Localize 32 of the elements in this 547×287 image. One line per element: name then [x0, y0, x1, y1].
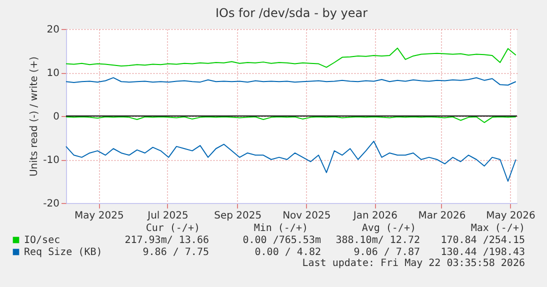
- legend-label: IO/sec: [24, 235, 60, 246]
- y-axis-title: Units read (-) / write (+): [29, 56, 40, 177]
- chart-title: IOs for /dev/sda - by year: [215, 6, 368, 20]
- x-tick-label: Nov 2025: [282, 210, 331, 222]
- text: 130.44 /198.43: [440, 247, 525, 258]
- line-series: [66, 140, 516, 182]
- text: 388.10m/ 12.72: [336, 235, 420, 246]
- text: Min (-/+): [254, 223, 308, 234]
- y-tick-label: -10: [43, 155, 60, 166]
- x-tick-label: Jul 2025: [146, 210, 188, 222]
- text: 0.00 / 4.82: [254, 247, 321, 258]
- text: 0.00 /765.53m: [242, 235, 321, 246]
- text: 9.06 / 7.87: [354, 247, 420, 258]
- y-tick-label: 0: [53, 112, 60, 122]
- y-tick-label: 20: [46, 24, 60, 36]
- x-tick-label: Mar 2026: [418, 210, 466, 222]
- text: Avg (-/+): [362, 223, 416, 234]
- text: Cur (-/+): [146, 223, 200, 234]
- text: Max (-/+): [470, 223, 525, 234]
- legend-label: Req Size (KB): [24, 247, 102, 258]
- x-tick-label: May 2026: [486, 210, 536, 222]
- text: 9.86 / 7.75: [142, 247, 209, 258]
- text: Last update: Fri May 22 03:35:58 2026: [302, 258, 525, 269]
- x-tick-label: Jan 2026: [352, 210, 398, 222]
- text: 170.84 /254.15: [440, 235, 525, 246]
- x-tick-label: Sep 2025: [214, 210, 262, 222]
- y-tick-label: 10: [46, 68, 60, 79]
- y-tick-label: -20: [43, 198, 60, 210]
- text: 217.93m/ 13.66: [124, 235, 209, 246]
- x-tick-label: May 2025: [74, 210, 124, 222]
- line-series: [66, 48, 516, 68]
- line-series: [66, 77, 516, 86]
